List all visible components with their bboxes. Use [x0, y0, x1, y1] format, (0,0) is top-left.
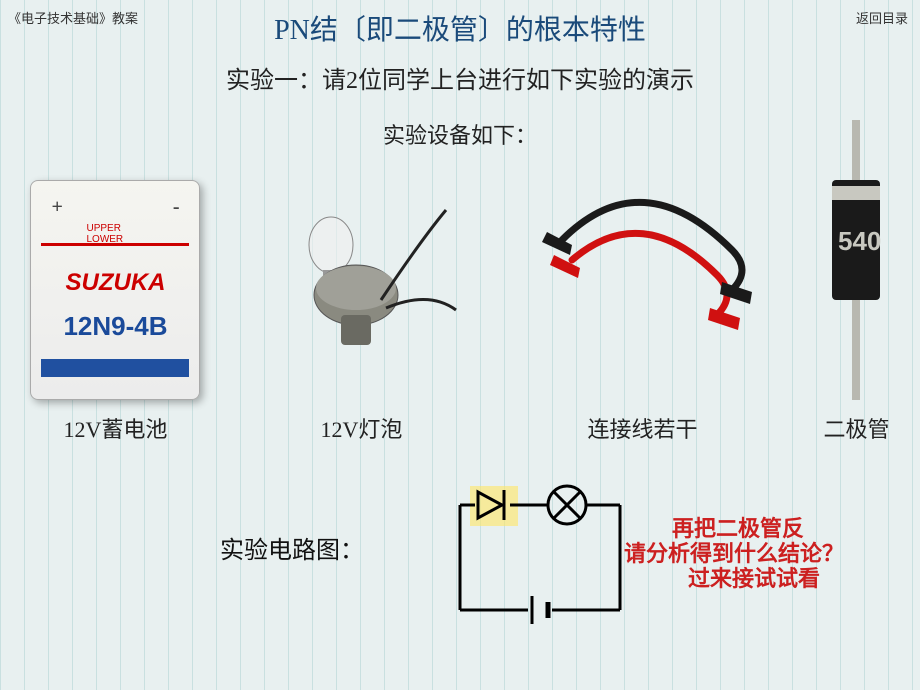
- experiment-instruction: 实验一：请2位同学上台进行如下实验的演示: [0, 60, 920, 95]
- hint-text-line3: 过来接试试看: [688, 565, 820, 594]
- page-title: PN结〔即二极管〕的根本特性: [0, 8, 920, 48]
- battery-model: 12N9-4B: [31, 311, 199, 342]
- wires-graphic: [522, 180, 762, 400]
- battery-brand: SUZUKA: [31, 269, 199, 297]
- circuit-diagram-label: 实验电路图：: [220, 530, 364, 565]
- equipment-battery: + - UPPER LOWER SUZUKA 12N9-4B 12V蓄电池: [30, 180, 200, 444]
- circuit-diagram: [440, 470, 640, 630]
- battery-level-labels: UPPER LOWER: [86, 223, 123, 245]
- equipment-diode: 540 二极管: [823, 160, 889, 444]
- wires-label: 连接线若干: [587, 412, 697, 444]
- battery-label: 12V蓄电池: [64, 412, 168, 444]
- battery-minus: -: [173, 196, 180, 219]
- bulb-graphic: [261, 180, 461, 400]
- diode-graphic: 540: [826, 120, 886, 400]
- equipment-heading: 实验设备如下：: [0, 118, 920, 150]
- battery-red-line: [41, 243, 189, 246]
- equipment-wires: 连接线若干: [522, 180, 762, 444]
- battery-blue-strip: [41, 359, 189, 377]
- equipment-row: + - UPPER LOWER SUZUKA 12N9-4B 12V蓄电池: [0, 160, 920, 444]
- equipment-bulb: 12V灯泡: [261, 180, 461, 444]
- diode-label: 二极管: [823, 412, 889, 444]
- battery-plus: +: [51, 196, 62, 219]
- battery-graphic: + - UPPER LOWER SUZUKA 12N9-4B: [30, 180, 200, 400]
- bulb-label: 12V灯泡: [321, 412, 403, 444]
- diode-marking: 540: [838, 226, 881, 256]
